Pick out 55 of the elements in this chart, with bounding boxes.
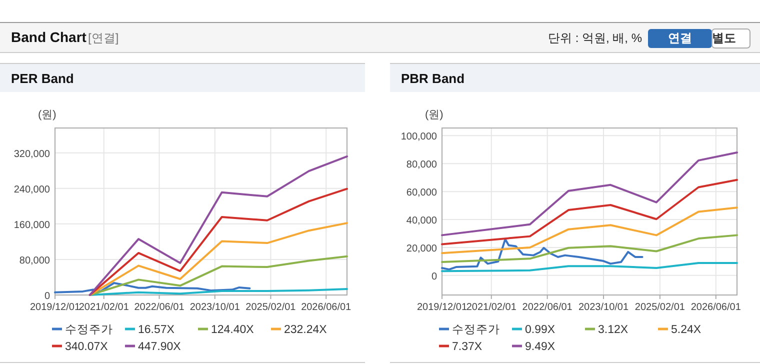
x-tick-label: 2025/02/01 (246, 302, 296, 313)
y-tick-label: 40,000 (406, 216, 438, 227)
x-tick-label: 2019/12/01 (416, 302, 468, 313)
line-series (88, 255, 348, 296)
legend-label: 3.12X (598, 324, 628, 336)
y-tick-label: 100,000 (400, 132, 438, 143)
line-series (88, 222, 348, 296)
x-tick-label: 2019/12/01 (30, 302, 80, 313)
y-tick-label: 0 (431, 271, 438, 282)
text: 별도 (712, 31, 736, 45)
x-tick-label: 2023/10/01 (190, 302, 240, 313)
legend-label: 124.40X (211, 324, 254, 336)
legend-label: 0.99X (525, 324, 556, 336)
legend-label: 7.37X (452, 341, 482, 353)
line-series (441, 178, 738, 246)
y-tick-label: 240,000 (14, 184, 50, 196)
legend-label: 16.57X (138, 324, 175, 336)
x-tick-label: 2021/02/01 (466, 302, 517, 313)
x-tick-label: 2021/02/01 (78, 302, 130, 313)
x-tick-label: 2022/06/01 (134, 302, 185, 313)
line-series (88, 155, 348, 296)
x-tick-label: 2026/06/01 (301, 302, 352, 313)
y-tick-label: 80,000 (406, 160, 438, 171)
legend-label: 수정주가 (65, 324, 113, 336)
line-series (441, 234, 738, 264)
y-tick-label: 20,000 (406, 243, 438, 254)
legend-label: 447.90X (138, 341, 182, 353)
y-tick-label: 0 (44, 291, 50, 302)
x-tick-label: 2023/10/01 (578, 302, 629, 313)
text: 연결 (668, 31, 692, 45)
legend-label: 340.07X (65, 341, 108, 353)
line-series (88, 288, 348, 296)
text: 단위 : 억원, 배, % (548, 31, 642, 45)
line-series (441, 151, 738, 236)
x-tick-label: 2025/02/01 (634, 302, 686, 313)
y-tick-label: 60,000 (406, 188, 438, 199)
legend-label: 232.24X (284, 324, 328, 336)
chart-title: PER Band (11, 71, 74, 86)
y-tick-label: 320,000 (14, 148, 50, 160)
x-tick-label: 2022/06/01 (522, 302, 573, 313)
y-axis-title: (원) (38, 109, 56, 121)
line-series (441, 238, 644, 270)
legend-label: 5.24X (671, 324, 702, 336)
x-tick-label: 2026/06/01 (690, 302, 742, 313)
y-tick-label: 80,000 (19, 255, 50, 266)
y-tick-label: 160,000 (14, 220, 50, 231)
line-series (54, 282, 251, 294)
chart-title: PBR Band (401, 71, 465, 86)
line-series (441, 262, 738, 272)
text: [연결] (88, 31, 119, 45)
line-series (441, 206, 738, 254)
y-axis-title: (원) (425, 109, 444, 121)
text: Band Chart (11, 29, 87, 45)
legend-label: 9.49X (525, 341, 556, 353)
legend-label: 수정주가 (452, 324, 500, 336)
